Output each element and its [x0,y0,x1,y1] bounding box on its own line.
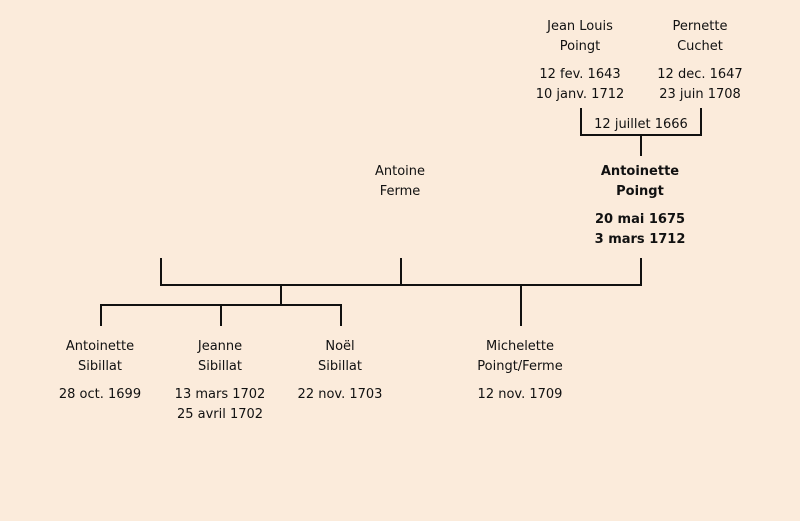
connector-line [160,284,642,286]
birth-date: 12 nov. 1709 [477,387,563,402]
person-surname: Sibillat [197,359,242,374]
birth-date: 20 mai 1675 [594,212,686,227]
death-date: 23 juin 1708 [659,87,741,102]
death-date: 25 avril 1702 [176,407,264,422]
connector-line [580,134,702,136]
connector-line [640,136,642,156]
birth-date: 13 mars 1702 [174,387,266,402]
person-antoine-ferme: Antoine Ferme [340,162,460,202]
birth-date: 12 fev. 1643 [539,67,621,82]
person-surname: Sibillat [317,359,362,374]
person-surname: Cuchet [677,39,723,54]
connector-line [100,306,102,326]
person-name: Antoine [374,164,426,179]
person-michelette-poingt-ferme: Michelette Poingt/Ferme 12 nov. 1709 [450,337,590,405]
person-antoinette-poingt: Antoinette Poingt 20 mai 1675 3 mars 171… [580,162,700,250]
person-jeanne-sibillat: Jeanne Sibillat 13 mars 1702 25 avril 17… [160,337,280,425]
person-noel-sibillat: Noël Sibillat 22 nov. 1703 [280,337,400,405]
person-pernette-cuchet: Pernette Cuchet 12 dec. 1647 23 juin 170… [640,17,760,105]
person-name: Pernette [672,19,728,34]
connector-line [520,286,522,326]
person-surname: Poingt/Ferme [477,359,563,374]
connector-line [280,286,282,306]
connector-line [220,306,222,326]
person-surname: Poingt [559,39,601,54]
birth-date: 12 dec. 1647 [657,67,743,82]
death-date: 10 janv. 1712 [535,87,625,102]
person-surname: Sibillat [77,359,122,374]
birth-date: 28 oct. 1699 [58,387,142,402]
death-date: 3 mars 1712 [594,232,686,247]
person-name: Noël [325,339,355,354]
connector-line [100,304,342,306]
person-name: Jeanne [197,339,243,354]
connector-line [640,258,642,286]
birth-date: 22 nov. 1703 [297,387,383,402]
connector-line [580,108,582,136]
person-name: Antoinette [600,164,680,179]
person-name: Jean Louis [547,19,613,34]
person-surname: Ferme [379,184,421,199]
person-surname: Poingt [616,184,664,199]
marriage-date: 12 juillet 1666 [594,117,688,132]
person-antoinette-sibillat: Antoinette Sibillat 28 oct. 1699 [40,337,160,405]
person-jean-louis-poingt: Jean Louis Poingt 12 fev. 1643 10 janv. … [520,17,640,105]
connector-line [700,108,702,136]
person-name: Antoinette [65,339,135,354]
connector-line [340,306,342,326]
connector-line [160,258,162,286]
connector-line [400,258,402,286]
person-name: Michelette [485,339,554,354]
